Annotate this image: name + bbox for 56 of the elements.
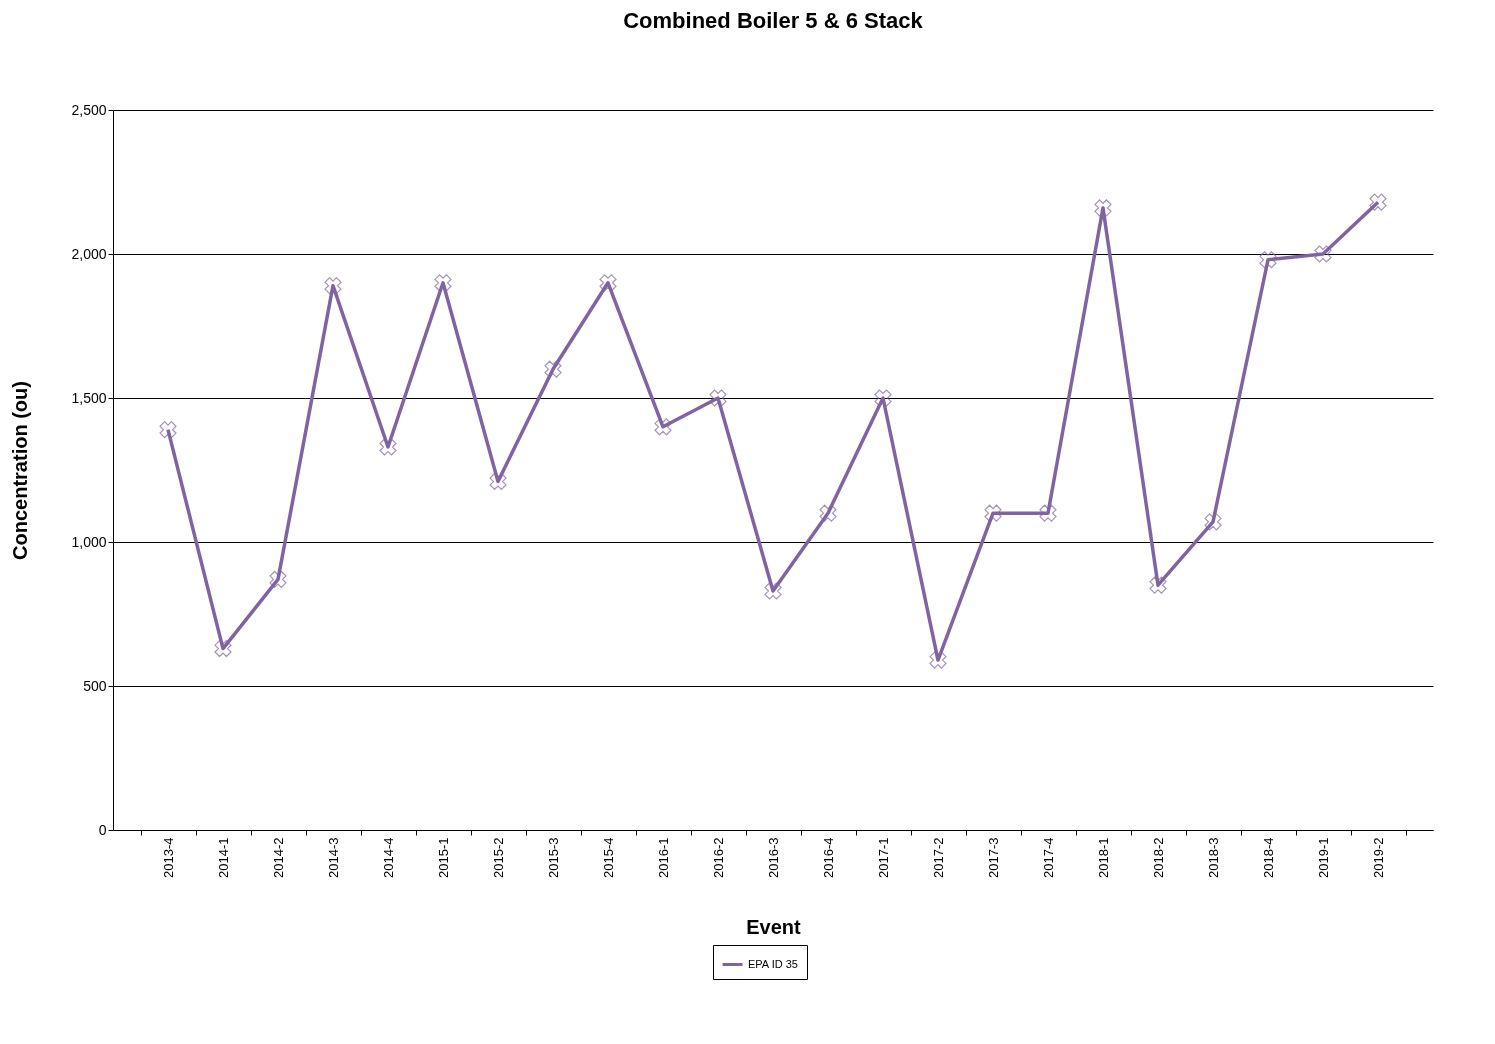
y-axis-title: Concentration (ou) xyxy=(9,381,32,560)
x-tick-label: 2018-3 xyxy=(1205,837,1221,878)
x-tick-label: 2014-3 xyxy=(325,837,341,878)
point xyxy=(324,277,342,295)
y-tick-label: 2,500 xyxy=(71,101,107,118)
x-tick-label: 2018-4 xyxy=(1260,837,1276,878)
x-tick-label: 2018-2 xyxy=(1150,837,1166,878)
point xyxy=(1094,199,1112,217)
point xyxy=(984,504,1002,522)
point xyxy=(159,421,177,439)
point xyxy=(1149,576,1167,594)
point xyxy=(544,360,562,378)
x-tick-label: 2016-4 xyxy=(820,837,836,878)
point xyxy=(1314,245,1332,263)
x-tick-label: 2017-2 xyxy=(930,837,946,878)
point xyxy=(1259,251,1277,269)
legend-label: EPA ID 35 xyxy=(748,957,798,970)
chart-title: Combined Boiler 5 & 6 Stack xyxy=(623,8,924,33)
point xyxy=(489,472,507,491)
x-tick-label: 2016-3 xyxy=(765,837,781,878)
point xyxy=(1204,513,1222,531)
point xyxy=(929,651,947,669)
y-tick-label: 2,000 xyxy=(71,245,107,262)
point xyxy=(379,438,397,456)
point xyxy=(214,639,232,658)
x-tick-label: 2015-4 xyxy=(600,837,616,878)
point xyxy=(819,504,837,522)
x-tick-label: 2017-1 xyxy=(875,837,891,878)
x-tick-label: 2014-2 xyxy=(270,837,286,878)
x-tick-label: 2019-1 xyxy=(1315,837,1331,878)
y-tick-label: 1,500 xyxy=(71,389,107,406)
point xyxy=(434,274,452,292)
point xyxy=(1039,504,1057,522)
x-tick-label: 2016-2 xyxy=(710,837,726,878)
y-tick-label: 0 xyxy=(98,821,107,838)
x-tick-label: 2015-3 xyxy=(545,837,561,878)
x-tick-label: 2013-4 xyxy=(160,837,176,878)
point xyxy=(1369,193,1387,211)
point xyxy=(874,389,892,407)
point xyxy=(709,389,727,407)
x-tick-label: 2017-4 xyxy=(1040,837,1056,878)
x-tick-label: 2016-1 xyxy=(655,837,671,878)
point xyxy=(599,274,617,292)
y-tick-label: 1,000 xyxy=(71,533,107,550)
x-tick-label: 2018-1 xyxy=(1095,837,1111,878)
point xyxy=(269,570,287,589)
x-tick-label: 2019-2 xyxy=(1370,837,1386,878)
x-axis-title: Event xyxy=(746,915,802,938)
x-tick-label: 2014-1 xyxy=(215,837,231,878)
point xyxy=(654,418,672,436)
x-tick-label: 2015-1 xyxy=(435,837,451,878)
x-tick-label: 2015-2 xyxy=(490,837,506,878)
point xyxy=(764,582,782,600)
x-tick-label: 2014-4 xyxy=(380,837,396,878)
x-tick-label: 2017-3 xyxy=(985,837,1001,878)
y-tick-label: 500 xyxy=(83,677,107,694)
